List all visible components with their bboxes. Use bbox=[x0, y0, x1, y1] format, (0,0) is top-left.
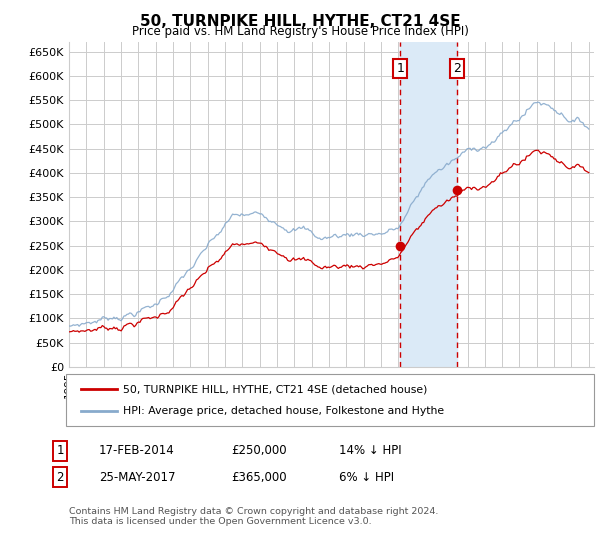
Text: 6% ↓ HPI: 6% ↓ HPI bbox=[339, 470, 394, 484]
Text: £365,000: £365,000 bbox=[231, 470, 287, 484]
Text: 25-MAY-2017: 25-MAY-2017 bbox=[99, 470, 176, 484]
Text: 50, TURNPIKE HILL, HYTHE, CT21 4SE (detached house): 50, TURNPIKE HILL, HYTHE, CT21 4SE (deta… bbox=[123, 384, 427, 394]
Text: 2: 2 bbox=[56, 470, 64, 484]
Bar bbox=[400, 42, 457, 367]
Text: 1: 1 bbox=[56, 444, 64, 458]
Text: Price paid vs. HM Land Registry's House Price Index (HPI): Price paid vs. HM Land Registry's House … bbox=[131, 25, 469, 38]
Text: 14% ↓ HPI: 14% ↓ HPI bbox=[339, 444, 401, 458]
Text: HPI: Average price, detached house, Folkestone and Hythe: HPI: Average price, detached house, Folk… bbox=[123, 406, 444, 416]
Text: £250,000: £250,000 bbox=[231, 444, 287, 458]
Text: Contains HM Land Registry data © Crown copyright and database right 2024.
This d: Contains HM Land Registry data © Crown c… bbox=[69, 507, 439, 526]
Text: 50, TURNPIKE HILL, HYTHE, CT21 4SE: 50, TURNPIKE HILL, HYTHE, CT21 4SE bbox=[140, 14, 460, 29]
Text: 1: 1 bbox=[397, 62, 404, 75]
Text: 17-FEB-2014: 17-FEB-2014 bbox=[99, 444, 175, 458]
Text: 2: 2 bbox=[453, 62, 461, 75]
